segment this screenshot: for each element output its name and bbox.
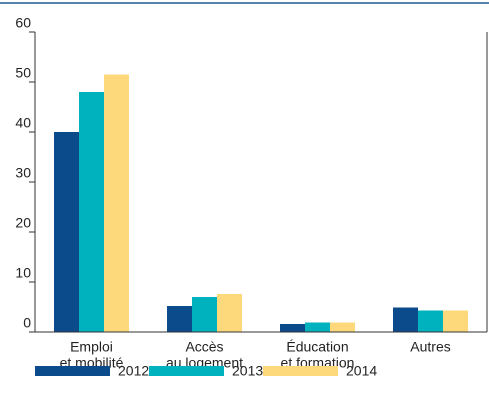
bar [443, 310, 468, 332]
legend-label: 2014 [346, 363, 377, 379]
y-tick-label: 20 [15, 215, 31, 231]
bar [280, 324, 305, 332]
bar [192, 297, 217, 332]
legend-swatch [263, 366, 338, 376]
y-tick-label: 60 [15, 15, 31, 31]
bar [330, 322, 355, 332]
bar [393, 307, 418, 332]
y-tick-label: 40 [15, 115, 31, 131]
y-tick-label: 0 [23, 315, 31, 331]
bar [305, 322, 330, 332]
bar [79, 92, 104, 332]
bar [104, 74, 129, 332]
x-tick-label: Accès [185, 339, 223, 355]
legend-swatch [149, 366, 224, 376]
x-tick-label: Éducation [286, 339, 348, 355]
legend-label: 2012 [118, 363, 149, 379]
y-tick-label: 10 [15, 265, 31, 281]
bar [54, 132, 79, 332]
legend-label: 2013 [232, 363, 263, 379]
y-tick-label: 30 [15, 165, 31, 181]
x-tick-label: Autres [410, 339, 450, 355]
bar [418, 310, 443, 332]
bar [217, 294, 242, 332]
y-tick-label: 50 [15, 65, 31, 81]
x-tick-label: Emploi [70, 339, 113, 355]
bar [167, 306, 192, 332]
legend-swatch [35, 366, 110, 376]
